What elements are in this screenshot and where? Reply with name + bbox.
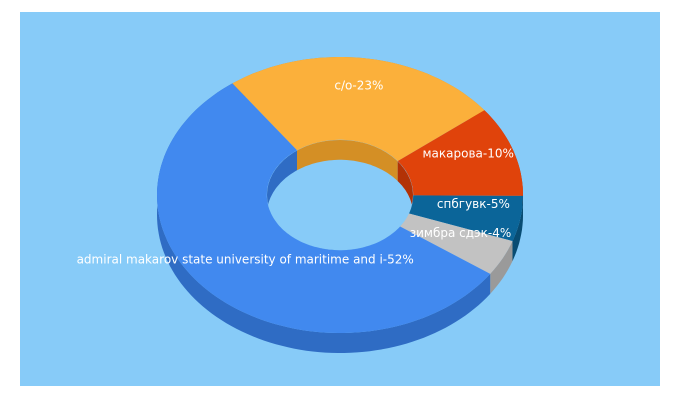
- slice: [400, 213, 513, 274]
- slice-inner-wall: [397, 161, 413, 216]
- data-label: спбгувк-5%: [437, 197, 510, 211]
- slice: [157, 83, 491, 334]
- data-label: admiral makarov state university of mari…: [77, 252, 414, 266]
- data-label: с/о-23%: [334, 78, 383, 92]
- slice-side: [490, 241, 513, 294]
- slice: [409, 195, 523, 242]
- slice-inner-wall: [297, 140, 398, 182]
- slice: [232, 57, 485, 162]
- slice: [397, 110, 523, 196]
- slice-side: [512, 195, 523, 262]
- data-label: макарова-10%: [422, 147, 513, 161]
- data-label: зимбра сдэк-4%: [410, 226, 512, 240]
